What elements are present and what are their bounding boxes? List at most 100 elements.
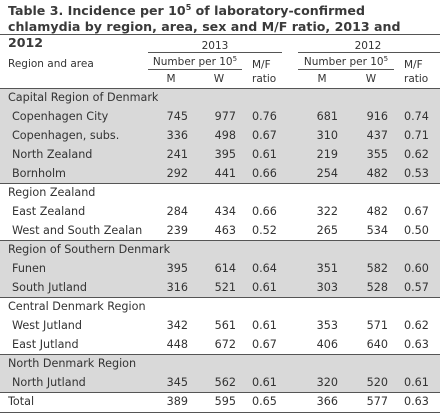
value-m12: 406 [316, 338, 338, 351]
value-r13: 0.61 [252, 281, 277, 294]
area-name: West Jutland [12, 319, 82, 332]
value-r12: 0.53 [404, 167, 429, 180]
value-w13: 441 [214, 167, 236, 180]
rule-number-2013 [148, 69, 242, 70]
value-w13: 498 [214, 129, 236, 142]
header-ratio-2012: ratio [404, 73, 429, 85]
total-r13: 0.65 [252, 395, 277, 408]
value-m13: 241 [166, 148, 188, 161]
value-m13: 292 [166, 167, 188, 180]
header-year-2012: 2012 [354, 40, 382, 52]
total-w12: 577 [366, 395, 388, 408]
header-m-2013: M [166, 73, 176, 85]
value-r13: 0.66 [252, 167, 277, 180]
value-m12: 351 [316, 262, 338, 275]
value-m12: 219 [316, 148, 338, 161]
header-m-2012: M [317, 73, 327, 85]
value-m13: 448 [166, 338, 188, 351]
value-r12: 0.74 [404, 110, 429, 123]
value-m13: 284 [166, 205, 188, 218]
area-name: Copenhagen, subs. [12, 129, 120, 142]
value-r13: 0.67 [252, 129, 277, 142]
area-name: Funen [12, 262, 46, 275]
value-m13: 342 [166, 319, 188, 332]
value-w13: 562 [214, 376, 236, 389]
rule-number-2012 [298, 69, 394, 70]
value-r13: 0.61 [252, 148, 277, 161]
rule-2013 [148, 52, 282, 53]
value-r12: 0.63 [404, 338, 429, 351]
region-band [0, 355, 440, 393]
value-m13: 345 [166, 376, 188, 389]
region-separator [0, 297, 440, 298]
value-m13: 239 [166, 224, 188, 237]
value-m12: 265 [316, 224, 338, 237]
value-r13: 0.61 [252, 376, 277, 389]
area-name: North Jutland [12, 376, 86, 389]
total-w13: 595 [214, 395, 236, 408]
area-name: East Zealand [12, 205, 86, 218]
value-m13: 336 [166, 129, 188, 142]
value-w13: 561 [214, 319, 236, 332]
value-m12: 320 [316, 376, 338, 389]
area-name: West and South Zealand [12, 224, 142, 237]
value-m12: 310 [316, 129, 338, 142]
header-mf-2013: M/F [252, 59, 271, 71]
total-m13: 389 [166, 395, 188, 408]
value-m13: 395 [166, 262, 188, 275]
value-w12: 482 [366, 205, 388, 218]
value-w12: 916 [366, 110, 388, 123]
value-m13: 316 [166, 281, 188, 294]
region-band [0, 241, 440, 298]
area-name: Bornholm [12, 167, 66, 180]
region-separator [0, 183, 440, 184]
value-r13: 0.64 [252, 262, 277, 275]
header-number-2013: Number per 105 [152, 55, 238, 69]
value-r12: 0.71 [404, 129, 429, 142]
area-name: North Zealand [12, 148, 93, 161]
top-rule [0, 34, 440, 35]
header-number-2012: Number per 105 [303, 55, 389, 69]
value-w13: 614 [214, 262, 236, 275]
value-w12: 437 [366, 129, 388, 142]
value-w12: 582 [366, 262, 388, 275]
value-w12: 355 [366, 148, 388, 161]
value-r12: 0.62 [404, 148, 429, 161]
value-w13: 434 [214, 205, 236, 218]
region-separator [0, 354, 440, 355]
region-heading: Region of Southern Denmark [8, 243, 171, 256]
value-m13: 745 [166, 110, 188, 123]
value-r12: 0.60 [404, 262, 429, 275]
value-m12: 681 [316, 110, 338, 123]
value-w13: 672 [214, 338, 236, 351]
region-heading: Region Zealand [8, 186, 96, 199]
region-separator [0, 240, 440, 241]
value-r12: 0.61 [404, 376, 429, 389]
table-title: Table 3. Incidence per 105 of laboratory… [8, 3, 401, 50]
value-r13: 0.52 [252, 224, 277, 237]
value-w12: 528 [366, 281, 388, 294]
header-region-area: Region and area [8, 58, 94, 70]
value-r12: 0.62 [404, 319, 429, 332]
rule-2012 [298, 52, 440, 53]
value-m12: 254 [316, 167, 338, 180]
header-ratio-2013: ratio [252, 73, 277, 85]
region-separator [0, 392, 440, 393]
region-heading: Capital Region of Denmark [8, 91, 159, 104]
value-m12: 303 [316, 281, 338, 294]
value-r13: 0.76 [252, 110, 277, 123]
area-name: Copenhagen City [12, 110, 109, 123]
header-year-2013: 2013 [201, 40, 229, 52]
area-name: South Jutland [12, 281, 88, 294]
region-band [0, 89, 440, 184]
value-r12: 0.67 [404, 205, 429, 218]
value-w12: 520 [366, 376, 388, 389]
value-r13: 0.61 [252, 319, 277, 332]
value-w12: 482 [366, 167, 388, 180]
header-w-2012: W [365, 73, 377, 85]
header-w-2013: W [213, 73, 225, 85]
value-w13: 977 [214, 110, 236, 123]
value-w12: 534 [366, 224, 388, 237]
value-r12: 0.50 [404, 224, 429, 237]
value-w13: 521 [214, 281, 236, 294]
